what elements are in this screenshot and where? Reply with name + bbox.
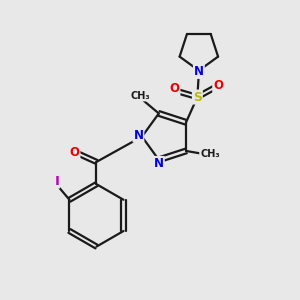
Text: O: O [169, 82, 179, 95]
Text: O: O [70, 146, 80, 159]
Text: CH₃: CH₃ [130, 91, 150, 100]
Text: N: N [134, 129, 143, 142]
Text: I: I [54, 175, 59, 188]
Text: N: N [194, 65, 204, 78]
Text: CH₃: CH₃ [200, 149, 220, 159]
Text: N: N [154, 157, 164, 170]
Text: S: S [193, 91, 202, 103]
Text: O: O [213, 79, 223, 92]
